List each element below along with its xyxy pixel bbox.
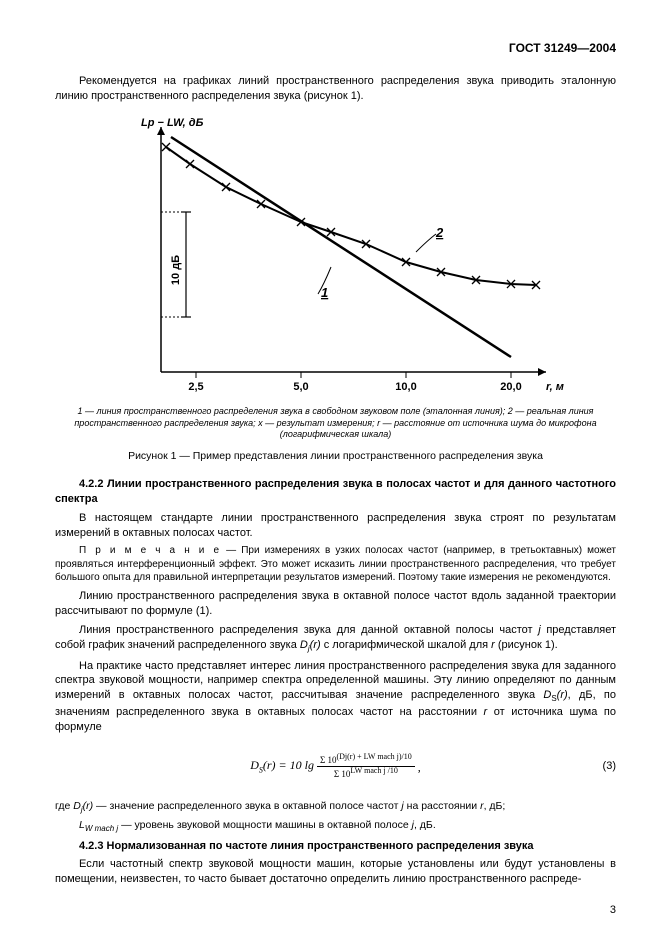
doc-header: ГОСТ 31249—2004	[55, 40, 616, 56]
paragraph-3: Линию пространственного распределения зв…	[55, 589, 616, 619]
formula-3: DS(r) = 10 lg Σ 10(Dj(r) + LW mach j)/10…	[55, 745, 616, 789]
xtick-3: 20,0	[500, 381, 521, 393]
page-number: 3	[610, 903, 616, 918]
heading-4.2.3: 4.2.3 Нормализованная по частоте линия п…	[55, 839, 616, 854]
y-label: Lp − LW, дБ	[141, 117, 204, 129]
ten-db-label: 10 дБ	[170, 255, 182, 285]
paragraph-4: Линия пространственного распределения зв…	[55, 623, 616, 655]
page: ГОСТ 31249—2004 Рекомендуется на графика…	[0, 0, 661, 936]
figure-title: Рисунок 1 — Пример представления линии п…	[55, 449, 616, 463]
chart-icon: 2,5 5,0 10,0 20,0 r, м Lp − LW, дБ 10 дБ	[106, 112, 566, 402]
figure-caption: 1 — линия пространственного распределени…	[67, 406, 604, 441]
heading-4.2.2: 4.2.2 Линии пространственного распределе…	[55, 477, 616, 507]
formula-number: (3)	[603, 759, 616, 774]
where-1: где Dj(r) — значение распределенного зву…	[55, 799, 616, 816]
xtick-2: 10,0	[395, 381, 416, 393]
xtick-1: 5,0	[293, 381, 308, 393]
figure-1: 2,5 5,0 10,0 20,0 r, м Lp − LW, дБ 10 дБ	[55, 112, 616, 402]
where-2: LW mach j — уровень звуковой мощности ма…	[55, 818, 616, 835]
paragraph-intro: Рекомендуется на графиках линий простран…	[55, 74, 616, 104]
note-1: П р и м е ч а н и е — При измерениях в у…	[55, 544, 616, 585]
xtick-0: 2,5	[188, 381, 203, 393]
x-label: r, м	[546, 381, 564, 393]
paragraph-2: В настоящем стандарте линии пространстве…	[55, 511, 616, 541]
paragraph-5: На практике часто представляет интерес л…	[55, 659, 616, 735]
paragraph-6: Если частотный спектр звуковой мощности …	[55, 857, 616, 887]
line2-label: 2	[435, 225, 444, 240]
line1-label: 1	[321, 285, 328, 300]
